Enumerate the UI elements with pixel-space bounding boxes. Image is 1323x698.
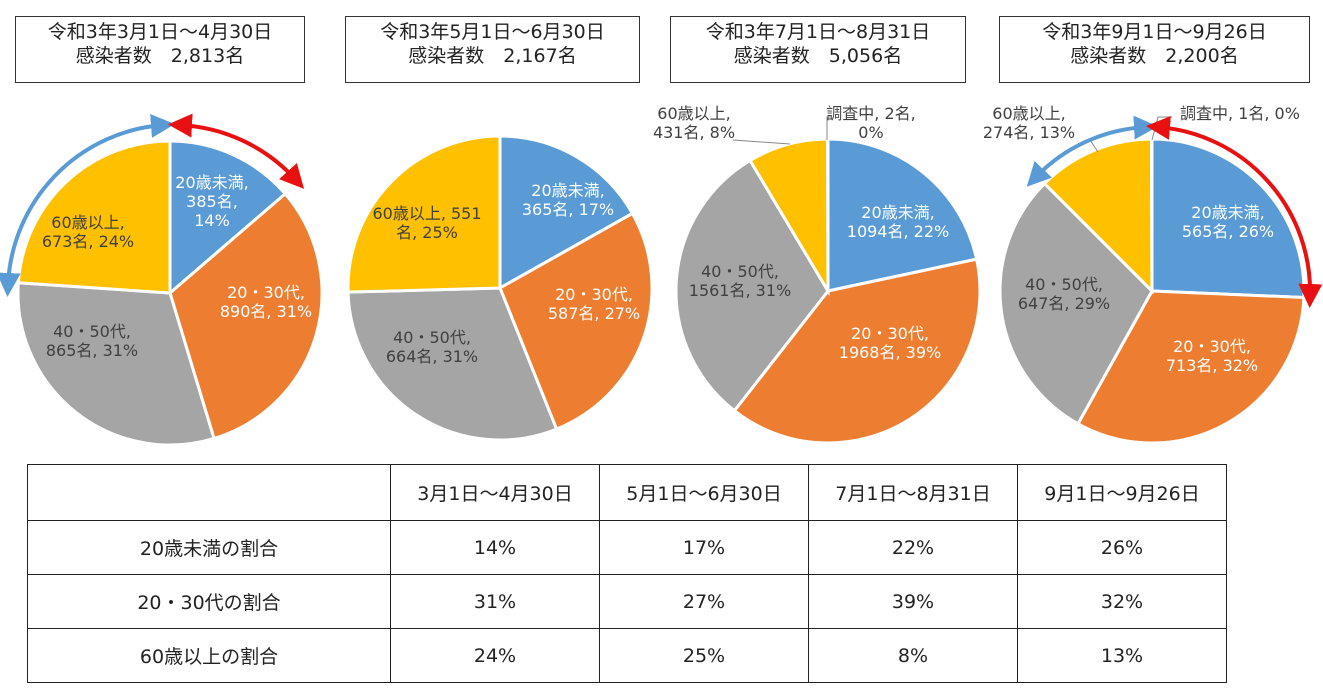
table-row: 20歳未満の割合 14% 17% 22% 26% [27,520,1227,575]
chart-subtitle: 感染者数 2,167名 [408,45,577,67]
slice-label-under20: 20歳未満, 1094名, 22% [847,203,949,241]
slice-label-age20_30: 20・30代, 890名, 31% [220,283,312,321]
table-cell: 32% [1017,574,1227,629]
table-cell: 39% [808,574,1018,629]
table-header-cell: 9月1日～9月26日 [1017,464,1227,521]
pie-slice-age40_50 [346,286,559,442]
chart-title: 令和3年5月1日～6月30日 [380,21,605,43]
table-cell: 17% [599,520,809,575]
arrow-under20-chart1 [168,113,305,189]
table-header-row: 3月1日～4月30日 5月1日～6月30日 7月1日～8月31日 9月1日～9月… [27,464,1227,521]
pie-slice-under20 [498,134,635,291]
chart-subtitle: 感染者数 2,200名 [1070,45,1239,67]
slice-label-age40_50: 40・50代, 647名, 29% [1018,275,1110,313]
arrow-60plus-chart4 [1026,115,1158,187]
chart-title-box-4: 令和3年9月1日～9月26日 感染者数 2,200名 [999,16,1310,83]
table-row: 20・30代の割合 31% 27% 39% 32% [27,574,1227,629]
chart-title-box-1: 令和3年3月1日～4月30日 感染者数 2,813名 [15,16,305,83]
pie-slice-age20_30 [1075,289,1306,445]
table-header-cell [27,464,391,521]
chart-title: 令和3年3月1日～4月30日 [47,21,273,43]
table-cell: 8% [808,628,1018,683]
table-cell: 24% [390,628,600,683]
table-cell: 27% [599,574,809,629]
pie-chart-2: 20歳未満, 365名, 17% 20・30代, 587名, 27% 40・50代, 66… [346,134,654,442]
table-header-cell: 3月1日～4月30日 [390,464,600,521]
slice-label-age20_30: 20・30代, 587名, 27% [548,285,640,323]
chart-subtitle: 感染者数 2,813名 [75,45,245,67]
slice-label-age60plus: 60歳以上, 551 名, 25% [372,204,481,242]
pie-chart-4: 20歳未満, 565名, 26% 20・30代, 713名, 32% 40・50代, 64… [983,104,1306,445]
slice-label-age60plus: 60歳以上, 274名, 13% [983,104,1075,142]
table-cell: 14% [390,520,600,575]
slice-label-age20_30: 20・30代, 713名, 32% [1166,337,1258,375]
pie-slice-age40_50 [998,181,1154,426]
table-row-label: 20歳未満の割合 [27,520,391,575]
slice-label-investigating: 調査中, 2名, 0% [826,104,915,142]
slice-label-under20: 20歳未満, 365名, 17% [522,181,614,219]
pie-chart-1: 20歳未満, 385名, 14%20・30代, 890名, 31%40・50代, 865… [16,139,324,447]
table-header-cell: 7月1日～8月31日 [808,464,1018,521]
summary-table: 3月1日～4月30日 5月1日～6月30日 7月1日～8月31日 9月1日～9月… [27,464,1227,683]
pie-slice-age20_30 [498,211,654,432]
slice-label-age20_30: 20・30代, 1968名, 39% [839,324,941,362]
slice-label-age60plus: 60歳以上, 673名, 24% [42,213,134,251]
table-row-label: 20・30代の割合 [27,574,391,629]
table-row-label: 60歳以上の割合 [27,628,391,683]
chart-subtitle: 感染者数 5,056名 [733,45,903,67]
slice-label-age60plus: 60歳以上, 431名, 8% [653,104,735,142]
chart-title: 令和3年7月1日～8月31日 [705,21,931,43]
pie-slice-age40_50 [674,158,830,413]
pie-slice-age20_30 [732,257,982,445]
arrow-60plus-chart1 [0,113,175,297]
table-cell: 31% [390,574,600,629]
slice-label-investigating: 調査中, 1名, 0% [1180,104,1300,123]
slice-label-age40_50: 40・50代, 664名, 31% [386,328,478,366]
leader-line [732,139,791,145]
slice-label-age40_50: 40・50代, 865名, 31% [46,322,138,360]
chart-title: 令和3年9月1日～9月26日 [1042,21,1267,43]
arrow-under20-chart4 [1146,115,1323,308]
pie-chart-3: 20歳未満, 1094名, 22% 20・30代, 1968名, 39% 40・50代,… [653,104,982,445]
table-cell: 13% [1017,628,1227,683]
slice-label-age40_50: 40・50代, 1561名, 31% [689,262,791,300]
chart-title-box-3: 令和3年7月1日～8月31日 感染者数 5,056名 [670,16,966,83]
chart-title-box-2: 令和3年5月1日～6月30日 感染者数 2,167名 [345,16,640,83]
table-cell: 26% [1017,520,1227,575]
pie-slice-under20 [826,137,979,293]
table-cell: 22% [808,520,1018,575]
table-cell: 25% [599,628,809,683]
pie-charts-area: 20歳未満, 385名, 14%20・30代, 890名, 31%40・50代, 865… [0,104,1323,447]
leader-line [826,116,832,140]
pie-slice-age20_30 [168,191,324,441]
table-row: 60歳以上の割合 24% 25% 8% 13% [27,628,1227,683]
table-header-cell: 5月1日～6月30日 [599,464,809,521]
pie-slice-age40_50 [16,281,216,447]
pie-slice-age60plus [346,134,502,294]
slice-label-under20: 20歳未満, 565名, 26% [1182,203,1274,241]
